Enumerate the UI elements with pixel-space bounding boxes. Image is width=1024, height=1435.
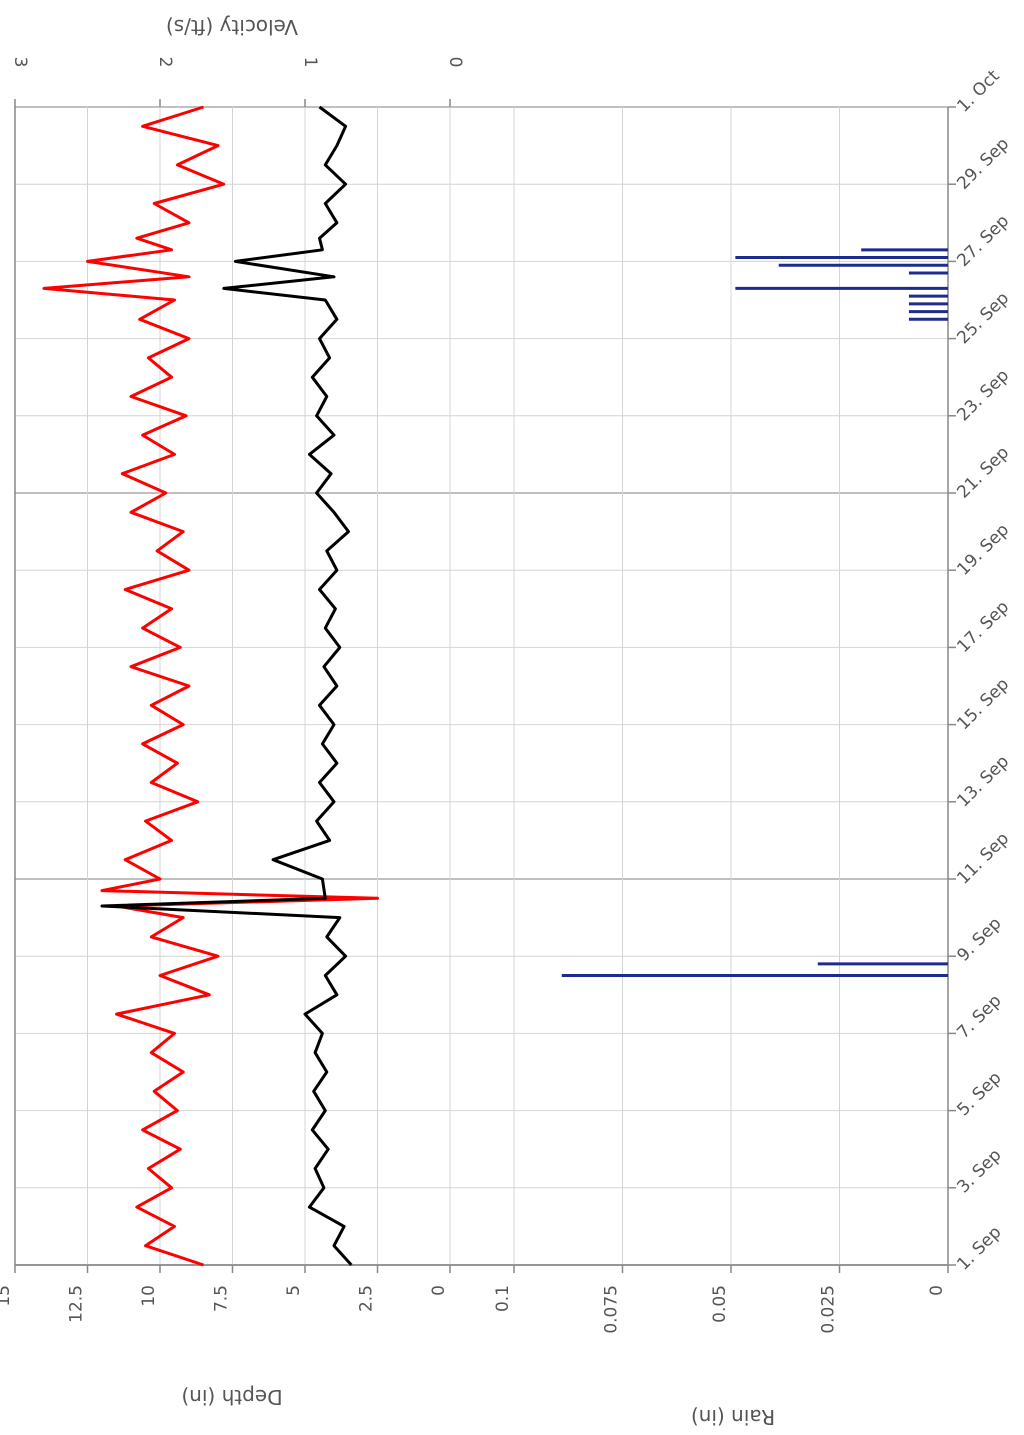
date-tick-label: 11. Sep: [953, 829, 1013, 889]
velocity-tick-label: 1: [300, 57, 320, 68]
rain-tick-label: 0: [927, 1285, 947, 1296]
velocity-series-line: [100, 105, 353, 1267]
rain-tick-label: 0.025: [819, 1285, 839, 1334]
date-tick-label: 27. Sep: [953, 211, 1013, 271]
date-tick-label: 7. Sep: [953, 991, 1005, 1043]
date-tick-label: 23. Sep: [953, 366, 1013, 426]
rain-tick-label: 0.1: [493, 1285, 513, 1312]
date-tick-label: 3. Sep: [953, 1145, 1005, 1197]
date-tick-label: 21. Sep: [953, 443, 1013, 503]
depth-series-line: [42, 105, 379, 1267]
date-tick-label: 29. Sep: [953, 134, 1013, 194]
depth-tick-label: 2.5: [357, 1285, 377, 1312]
rain-tick-label: 0.05: [710, 1285, 730, 1323]
date-tick-label: 15. Sep: [953, 674, 1013, 734]
depth-tick-label: 5: [284, 1285, 304, 1296]
rain-axis-title: Rain (in): [691, 1405, 775, 1429]
depth-tick-label: 0: [429, 1285, 449, 1296]
date-tick-label: 25. Sep: [953, 288, 1013, 348]
velocity-tick-label: 2: [155, 57, 175, 68]
rain-tick-label: 0.075: [602, 1285, 622, 1334]
depth-tick-label: 10: [139, 1285, 159, 1307]
series-layer: [42, 105, 948, 1267]
date-tick-label: 9. Sep: [953, 914, 1005, 966]
date-tick-label: 1. Sep: [953, 1222, 1005, 1274]
velocity-tick-label: 3: [10, 57, 30, 68]
depth-axis-title: Depth (in): [181, 1385, 282, 1409]
velocity-tick-label: 0: [445, 57, 465, 68]
depth-tick-label: 15: [0, 1285, 14, 1307]
date-tick-label: 19. Sep: [953, 520, 1013, 580]
depth-tick-label: 7.5: [212, 1285, 232, 1312]
velocity-axis-title: Velocity (ft/s): [166, 15, 298, 39]
depth-tick-label: 12.5: [67, 1285, 87, 1323]
text-layer: 1. Sep 3. Sep 5. Sep 7. Sep 9. Sep 11. Sep 13.…: [0, 57, 1013, 1334]
date-tick-label: 13. Sep: [953, 752, 1013, 812]
date-tick-label: 17. Sep: [953, 597, 1013, 657]
date-tick-label: 1. Oct: [953, 66, 1003, 116]
date-tick-label: 5. Sep: [953, 1068, 1005, 1120]
axes-layer: [14, 99, 956, 1273]
